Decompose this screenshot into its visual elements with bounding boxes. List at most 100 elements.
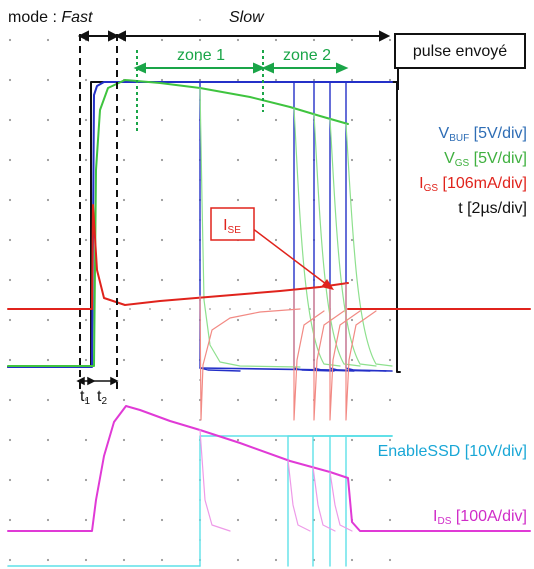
grid-dot [84,158,88,162]
grid-dot [149,308,151,310]
grid-dot [350,398,354,402]
ids-branch [199,429,231,532]
grid-dot [274,318,278,322]
fast-arrow [77,30,120,42]
grid-dot [122,158,126,162]
grid-dot [236,398,240,402]
grid-dot [160,558,164,562]
grid-dot [312,38,316,42]
igs-branch [293,290,325,421]
igs-main [7,204,349,310]
grid-dot [8,238,12,242]
enable-ssd-label: EnableSSD [10V/div] [378,443,527,460]
grid-dot [8,78,12,82]
grid-dot [236,78,240,82]
ids-branch [329,471,353,532]
grid-dot [84,518,88,522]
zone1-arrow [133,62,266,74]
ise-label-box [210,207,255,241]
grid-dot [236,358,240,362]
grid-dot [46,78,50,82]
grid-dot [84,118,88,122]
grid-dot [236,558,240,562]
grid-dot [122,438,126,442]
grid-dot [8,398,12,402]
enable-step [199,435,393,567]
grid-dot [249,308,251,310]
grid-dot [46,198,50,202]
grid-dot [8,518,12,522]
ise-label: ISE [223,217,241,236]
vgs-branch [345,123,393,367]
ids-branch [312,466,336,532]
grid-dot [160,118,164,122]
grid-dot [160,478,164,482]
grid-dot [122,318,126,322]
grid-dot [350,478,354,482]
grid-dot [129,308,131,310]
legend-igs: IGS [106mA/div] [419,175,527,194]
grid-dot [160,438,164,442]
grid-dot [388,238,392,242]
grid-dot [160,198,164,202]
grid-dot [46,358,50,362]
t2-label: t2 [97,388,107,407]
grid-dot [122,558,126,562]
grid-dot [236,518,240,522]
grid-dot [274,558,278,562]
slow-label: Slow [229,9,265,26]
grid-dot [274,358,278,362]
grid-dot [274,198,278,202]
grid-dot [160,278,164,282]
vgs-branch [199,87,301,368]
igs-branch [329,286,361,421]
grid-dot [229,308,231,310]
grid-dot [8,318,12,322]
grid-dot [84,438,88,442]
grid-dot [122,118,126,122]
grid-dot [8,38,12,42]
ids-branch [287,459,311,532]
igs-trace [7,204,531,421]
ise-arrow-line [251,227,327,285]
grid-dot [236,158,240,162]
grid-dot [84,278,88,282]
grid-dot [269,308,271,310]
grid-dot [46,278,50,282]
vgs-branch [313,113,361,367]
grid-dot [350,438,354,442]
grid-dot [350,38,354,42]
grid-dot [236,118,240,122]
grid-dot [388,118,392,122]
grid-dot [312,78,316,82]
grid-dot [199,19,201,21]
grid-dot [8,118,12,122]
grid-dot [122,478,126,482]
grid-dot [388,158,392,162]
grid-dot [160,238,164,242]
grid-dot [274,398,278,402]
grid-dot [350,558,354,562]
grid-dot [388,438,392,442]
legend: VBUF [5V/div] VGS [5V/div] IGS [106mA/di… [419,125,527,217]
grid-dot [199,59,201,61]
vgs-branch [329,118,377,367]
grid-dot [84,358,88,362]
grid-dot [350,238,354,242]
grid-dot [122,398,126,402]
grid-dot [84,318,88,322]
ids-main [7,405,531,532]
zone1-label: zone 1 [177,47,225,64]
grid-dot [84,78,88,82]
igs-branch [345,283,377,421]
slow-arrow [114,30,391,42]
t1-t2-markers [76,376,119,386]
grid-dot [350,358,354,362]
grid-dot [236,278,240,282]
grid-dot [8,358,12,362]
grid-dot [160,358,164,362]
mode-label: mode : Fast [8,9,93,26]
grid-dot [84,558,88,562]
grid-dot [8,198,12,202]
